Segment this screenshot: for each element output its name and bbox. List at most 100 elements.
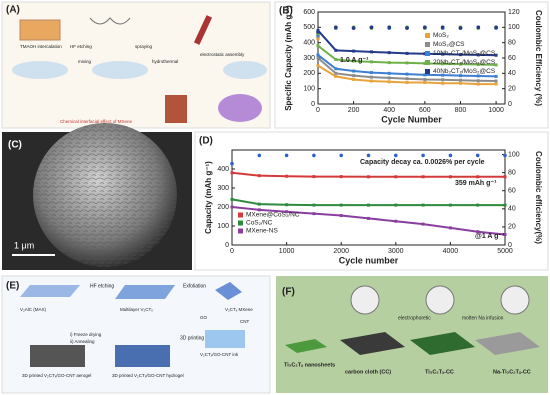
annotation: 359 mAh g⁻¹ bbox=[455, 180, 497, 187]
y-tick-label: 200 bbox=[217, 204, 229, 211]
ce-point bbox=[503, 153, 507, 158]
series-marker bbox=[441, 78, 445, 82]
ce-point bbox=[394, 153, 398, 158]
ce-point bbox=[421, 153, 425, 158]
series-marker bbox=[369, 75, 373, 79]
panel-e: (E) HF etching Exfoliation 3D printing V… bbox=[1, 275, 271, 394]
step: electrophoretic bbox=[398, 315, 431, 321]
panel-label: (C) bbox=[8, 140, 22, 151]
series-marker bbox=[423, 52, 427, 56]
y2-tick-label: 20 bbox=[508, 224, 516, 231]
series-marker bbox=[367, 203, 370, 207]
series-marker bbox=[476, 82, 480, 86]
series-marker bbox=[387, 71, 391, 75]
series-marker bbox=[334, 74, 338, 78]
layer bbox=[92, 61, 148, 79]
y2-tick-label: 80 bbox=[508, 40, 516, 47]
ce-point bbox=[230, 161, 234, 166]
series-marker bbox=[339, 175, 343, 179]
y-tick-label: 400 bbox=[303, 40, 315, 47]
note: Chemical interfacial effect of MXene bbox=[60, 119, 132, 124]
step: spraying bbox=[135, 44, 153, 49]
y2-axis-label: Coulombic efficiency(%) bbox=[534, 151, 543, 244]
series-marker bbox=[458, 74, 462, 78]
panel-label: (A) bbox=[6, 5, 20, 16]
ce-point bbox=[448, 153, 453, 158]
series-marker bbox=[421, 175, 425, 179]
series-marker bbox=[334, 71, 338, 75]
step: 3D printing bbox=[180, 335, 204, 341]
series-marker bbox=[476, 230, 480, 234]
block bbox=[19, 19, 61, 41]
y-tick-label: 300 bbox=[303, 55, 315, 62]
ce-point bbox=[475, 153, 480, 158]
layer bbox=[12, 61, 68, 79]
series-marker bbox=[476, 62, 480, 66]
legend-swatch bbox=[238, 220, 243, 226]
panel-f: (F) Ti₃C₂Tₓ nanosheets carbon cloth (CC)… bbox=[276, 276, 548, 393]
panel-label: (D) bbox=[199, 136, 213, 147]
series-marker bbox=[494, 63, 498, 67]
hydrogel bbox=[115, 345, 170, 367]
series-marker bbox=[312, 175, 316, 179]
x-tick-label: 5000 bbox=[497, 248, 513, 255]
step: hydrothermal bbox=[152, 59, 178, 64]
x-tick-label: 200 bbox=[348, 107, 360, 114]
legend-label: MoS₂ bbox=[433, 32, 449, 39]
series-marker bbox=[494, 82, 498, 86]
zoom bbox=[500, 285, 530, 315]
legend-swatch bbox=[238, 212, 243, 218]
series-marker bbox=[369, 79, 373, 83]
series-marker bbox=[230, 205, 234, 209]
series-marker bbox=[458, 53, 462, 57]
step: Exfoliation bbox=[183, 283, 206, 289]
item: V₂CTₓ MXene bbox=[225, 307, 253, 312]
series-marker bbox=[257, 208, 261, 212]
legend-swatch bbox=[238, 228, 243, 234]
step: electrostatic assembly bbox=[200, 52, 245, 57]
series-marker bbox=[387, 80, 391, 84]
ce-point bbox=[476, 25, 481, 30]
series-marker bbox=[316, 53, 320, 57]
x-tick-label: 800 bbox=[455, 107, 467, 114]
series-marker bbox=[352, 69, 356, 73]
ce-point bbox=[494, 25, 498, 30]
ce-point bbox=[369, 25, 374, 30]
y2-tick-label: 40 bbox=[508, 206, 516, 213]
y2-tick-label: 60 bbox=[508, 55, 516, 62]
series-marker bbox=[334, 58, 338, 62]
series-marker bbox=[334, 48, 338, 52]
series-marker bbox=[316, 56, 320, 60]
series-marker bbox=[423, 81, 427, 85]
y2-axis-label: Coulombic Efficiency (%) bbox=[534, 10, 543, 106]
y2-tick-label: 0 bbox=[508, 101, 512, 108]
series-marker bbox=[441, 81, 445, 85]
series-marker bbox=[421, 222, 425, 226]
series-marker bbox=[339, 214, 343, 218]
step: molten Na infusion bbox=[462, 315, 504, 321]
y2-tick-label: 0 bbox=[508, 242, 512, 249]
series-marker bbox=[458, 81, 462, 85]
zoom bbox=[350, 285, 380, 315]
sphere bbox=[218, 94, 262, 122]
ce-point bbox=[405, 26, 409, 30]
series-marker bbox=[494, 74, 498, 78]
series-marker bbox=[405, 81, 409, 85]
series-marker bbox=[405, 72, 409, 76]
x-tick-label: 0 bbox=[230, 248, 234, 255]
legend-label: 40Nb₂CTₓ/MoS₂@CS bbox=[433, 68, 496, 75]
series-marker bbox=[405, 77, 409, 81]
legend-swatch bbox=[425, 60, 430, 65]
annotation: Capacity decay ca. 0.0026% per cycle bbox=[360, 159, 485, 166]
y2-tick-label: 120 bbox=[508, 9, 520, 16]
annotation: @1 A g⁻¹ bbox=[475, 233, 505, 240]
x-tick-label: 4000 bbox=[443, 248, 459, 255]
ink bbox=[205, 330, 245, 348]
layer bbox=[223, 61, 267, 79]
process: i) Freeze drying bbox=[70, 332, 102, 337]
series-marker bbox=[387, 51, 391, 55]
item: Multilayer V₂CTₓ bbox=[120, 307, 153, 312]
item: V₂AlC (MAX) bbox=[20, 307, 46, 312]
ce-point bbox=[423, 25, 427, 30]
panel-label: (F) bbox=[282, 287, 295, 298]
